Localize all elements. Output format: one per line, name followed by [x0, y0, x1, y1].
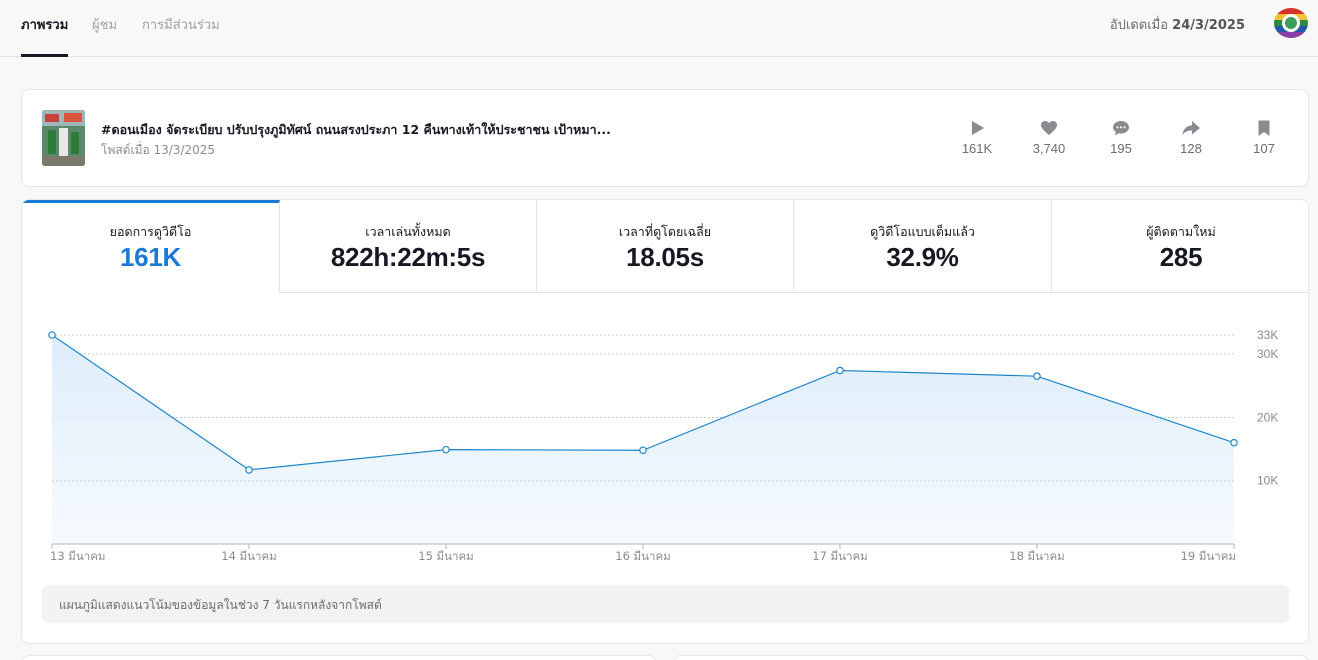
- metric-tab-average-watch-time[interactable]: เวลาที่ดูโดยเฉลี่ย 18.05s: [537, 200, 794, 293]
- data-point: [48, 331, 56, 339]
- data-point: [1033, 372, 1041, 380]
- metric-tab-total-play-time[interactable]: เวลาเล่นทั้งหมด 822h:22m:5s: [280, 200, 537, 293]
- views-count: 161K: [961, 141, 993, 156]
- comment-icon: [1113, 121, 1129, 136]
- x-tick-label: 18 มีนาคม: [1009, 549, 1064, 563]
- play-icon: [972, 121, 984, 135]
- data-point: [836, 366, 844, 375]
- post-card: #ดอนเมือง จัดระเบียบ ปรับปรุงภูมิทัศน์ ถ…: [21, 89, 1309, 187]
- share-icon: [1182, 121, 1200, 135]
- x-tick-label: 15 มีนาคม: [418, 549, 473, 563]
- metric-tab-new-followers[interactable]: ผู้ติดตามใหม่ 285: [1052, 200, 1308, 293]
- bottom-card-right: [673, 655, 1309, 660]
- y-tick-label: 30K: [1257, 347, 1278, 361]
- post-date: โพสต์เมื่อ 13/3/2025: [101, 143, 216, 157]
- avatar-image: [1274, 8, 1308, 38]
- post-thumbnail[interactable]: [42, 110, 85, 166]
- bottom-card-left: [21, 655, 657, 660]
- x-tick-label: 17 มีนาคม: [812, 549, 867, 563]
- bookmark-icon: [1258, 120, 1270, 136]
- thumbnail-image: [42, 110, 85, 166]
- data-point: [1230, 438, 1238, 447]
- data-point: [442, 445, 450, 454]
- likes-stat: 3,740: [1019, 118, 1079, 156]
- tab-overview[interactable]: ภาพรวม: [21, 18, 69, 33]
- metric-tab-video-views[interactable]: ยอดการดูวิดีโอ 161K: [22, 200, 280, 293]
- x-tick-label: 19 มีนาคม: [1181, 549, 1236, 563]
- views-chart-svg: 10K 20K 30K 33K 13 มีนาคม 14 มีนาคม 15 มีนาคม 1…: [48, 328, 1278, 563]
- views-stat: 161K: [947, 118, 1007, 156]
- chart-caption: แผนภูมิแสดงแนวโน้มของข้อมูลในช่วง 7 วันแ…: [42, 585, 1289, 623]
- metric-tab-watched-full-video[interactable]: ดูวิดีโอแบบเต็มแล้ว 32.9%: [794, 200, 1052, 293]
- data-point: [245, 466, 253, 474]
- shares-count: 128: [1180, 141, 1202, 156]
- post-title[interactable]: #ดอนเมือง จัดระเบียบ ปรับปรุงภูมิทัศน์ ถ…: [101, 122, 611, 137]
- last-updated: อัปเดตเมื่อ 24/3/2025: [1110, 14, 1245, 35]
- metric-label: ดูวิดีโอแบบเต็มแล้ว: [870, 224, 975, 239]
- shares-stat: 128: [1161, 118, 1221, 156]
- metric-label: เวลาเล่นทั้งหมด: [365, 224, 451, 239]
- likes-count: 3,740: [1032, 141, 1066, 156]
- y-tick-label: 20K: [1257, 410, 1278, 424]
- last-updated-label: อัปเดตเมื่อ: [1109, 18, 1169, 33]
- metric-label: เวลาที่ดูโดยเฉลี่ย: [618, 224, 712, 239]
- metric-value: 32.9%: [886, 242, 959, 272]
- top-bar: ภาพรวม ผู้ชม การมีส่วนร่วม อัปเดตเมื่อ 2…: [0, 0, 1318, 57]
- x-tick-label: 13 มีนาคม: [50, 549, 105, 563]
- tab-audience[interactable]: ผู้ชม: [92, 18, 118, 33]
- saves-stat: 107: [1234, 118, 1294, 156]
- area-fill: [52, 335, 1234, 544]
- avatar[interactable]: [1274, 8, 1308, 38]
- y-tick-label: 10K: [1257, 474, 1278, 488]
- metric-label: ผู้ติดตามใหม่: [1146, 224, 1216, 239]
- x-tick-label: 14 มีนาคม: [221, 549, 276, 563]
- saves-count: 107: [1253, 141, 1275, 156]
- x-tick-label: 16 มีนาคม: [615, 549, 670, 563]
- last-updated-date: 24/3/2025: [1172, 18, 1245, 33]
- metrics-card: ยอดการดูวิดีโอ 161K เวลาเล่นทั้งหมด 822h…: [21, 199, 1309, 644]
- y-tick-label: 33K: [1257, 328, 1278, 342]
- heart-icon: [1041, 121, 1057, 135]
- metric-value: 161K: [120, 242, 181, 272]
- comments-stat: 195: [1091, 118, 1151, 156]
- metric-value: 18.05s: [626, 242, 704, 272]
- metric-label: ยอดการดูวิดีโอ: [109, 224, 192, 239]
- views-chart: 10K 20K 30K 33K 13 มีนาคม 14 มีนาคม 15 มีนาคม 1…: [22, 293, 1308, 583]
- metric-value: 822h:22m:5s: [330, 242, 486, 272]
- active-tab-indicator: [21, 54, 68, 57]
- data-point: [639, 446, 647, 455]
- metric-value: 285: [1159, 242, 1203, 272]
- tab-engagement[interactable]: การมีส่วนร่วม: [142, 18, 220, 33]
- comments-count: 195: [1110, 141, 1132, 156]
